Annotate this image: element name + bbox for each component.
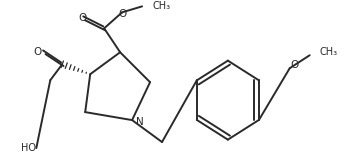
Text: N: N bbox=[136, 117, 144, 127]
Text: O: O bbox=[118, 9, 126, 19]
Text: O: O bbox=[78, 13, 86, 23]
Text: CH₃: CH₃ bbox=[320, 47, 338, 57]
Text: O: O bbox=[291, 60, 299, 70]
Text: HO: HO bbox=[21, 143, 36, 153]
Text: O: O bbox=[33, 47, 41, 57]
Text: CH₃: CH₃ bbox=[152, 1, 170, 11]
